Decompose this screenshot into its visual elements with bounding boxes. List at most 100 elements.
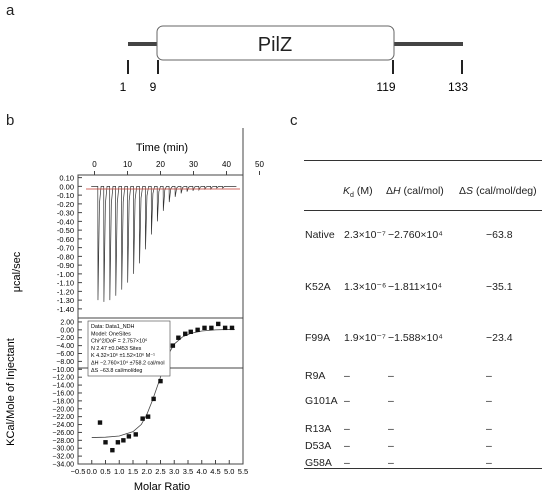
data-point — [202, 325, 207, 331]
raw-heat-tick-label: -0.40 — [57, 217, 74, 226]
data-point — [195, 327, 200, 333]
row-name: R9A — [305, 370, 326, 382]
row-ds: – — [486, 423, 492, 435]
panel-label-b: b — [6, 112, 15, 129]
data-point — [158, 378, 163, 384]
row-ds: −23.4 — [486, 332, 513, 344]
fit-box-line: ΔH −2.760×10⁴ ±758.2 cal/mol — [91, 361, 165, 367]
raw-heat-tick-label: 0.10 — [59, 174, 74, 183]
raw-heat-tick-label: -0.90 — [57, 261, 74, 270]
row-dh: – — [388, 457, 394, 469]
molar-ratio-tick-label: 2.0 — [142, 467, 152, 476]
isotherm-tick-label: 2.00 — [60, 319, 74, 326]
row-dh: – — [388, 423, 394, 435]
molar-ratio-ticks: −0.5 0.0 0.5 1.0 1.5 2.0 2.5 3.0 3.5 4.0 4.5 5.0 5.5 — [71, 460, 248, 476]
raw-heat-tick-label: -0.80 — [57, 252, 74, 261]
data-point — [145, 414, 151, 419]
row-ds: −35.1 — [486, 281, 513, 293]
row-kd: – — [344, 457, 350, 469]
isotherm-tick-label: −32.00 — [52, 454, 74, 461]
raw-heat-tick-label: -1.30 — [57, 296, 74, 305]
molar-ratio-tick-label: 2.5 — [155, 467, 165, 476]
row-ds: – — [486, 440, 492, 452]
isotherm-tick-label: −22.00 — [52, 414, 74, 421]
raw-heat-tick-label: -1.20 — [57, 287, 74, 296]
row-kd: – — [344, 423, 350, 435]
data-point — [110, 447, 115, 453]
isotherm-tick-label: −4.00 — [56, 343, 74, 350]
molar-ratio-tick-label: 0.0 — [87, 467, 97, 476]
row-name: R13A — [305, 423, 332, 435]
data-point — [176, 335, 181, 340]
row-kd: – — [344, 395, 350, 407]
data-point — [140, 416, 145, 421]
row-dh: −1.811×10⁴ — [388, 281, 442, 293]
isotherm-tick-label: −20.00 — [52, 406, 74, 413]
isotherm-tick-label: −18.00 — [52, 398, 74, 405]
time-tick-label: 0 — [92, 160, 97, 169]
row-name: G101A — [305, 395, 338, 407]
molar-ratio-tick-label: 4.0 — [197, 467, 207, 476]
isotherm-tick-label: −12.00 — [52, 375, 74, 382]
data-point — [115, 440, 121, 445]
molar-ratio-tick-label: 5.5 — [238, 467, 248, 476]
row-name: F99A — [305, 332, 331, 344]
molar-ratio-axis-title: Molar Ratio — [134, 481, 190, 493]
data-point — [188, 329, 193, 335]
fit-box-line: ΔS −63.8 cal/mol/deg — [91, 368, 142, 374]
isotherm-tick-label: −28.00 — [52, 438, 74, 445]
row-dh: – — [388, 440, 394, 452]
raw-heat-tick-label: -0.30 — [57, 209, 74, 218]
pilz-domain-label: PilZ — [258, 34, 292, 56]
isotherm-tick-label: −10.00 — [52, 367, 74, 374]
raw-heat-tick-label: -0.50 — [57, 226, 74, 235]
data-point — [216, 321, 221, 327]
itc-figure: Time (min) 0 10 20 30 40 50 0.100.00-0.10-0.2… — [5, 128, 264, 493]
row-name: D53A — [305, 440, 332, 452]
data-point — [170, 343, 176, 348]
time-axis-ticks: 0 10 20 30 40 50 — [92, 160, 264, 175]
row-dh: −1.588×10⁴ — [388, 332, 443, 344]
raw-heat-tick-label: -0.70 — [57, 244, 74, 253]
time-axis-title: Time (min) — [136, 142, 188, 154]
fit-box-line: Chi^2/DoF = 2.757×10⁶ — [91, 339, 147, 345]
data-point — [151, 396, 156, 402]
molar-ratio-tick-label: 3.5 — [183, 467, 193, 476]
row-kd: – — [344, 440, 350, 452]
data-point — [103, 440, 108, 445]
raw-heat-tick-label: -0.20 — [57, 200, 74, 209]
molar-ratio-tick-label: −0.5 — [71, 467, 86, 476]
row-kd: 2.3×10⁻⁷ — [344, 229, 386, 241]
isotherm-tick-label: −26.00 — [52, 430, 74, 437]
data-point — [126, 434, 132, 439]
fit-parameters-box — [87, 320, 171, 377]
data-point — [229, 325, 235, 331]
row-name: G58A — [305, 457, 332, 469]
fit-box-line: N 2.47 ±0.0453 Sites — [91, 346, 142, 352]
header-ds: ΔS (cal/mol/deg) — [459, 185, 537, 197]
molar-ratio-tick-label: 5.0 — [224, 467, 234, 476]
isotherm-tick-label: −14.00 — [52, 383, 74, 390]
isotherm-tick-label: 0.00 — [60, 327, 74, 334]
pilz-domain-box — [156, 25, 395, 61]
data-point — [133, 432, 138, 437]
table-bottom-rule — [304, 468, 542, 469]
row-ds: −63.8 — [486, 229, 513, 241]
raw-heat-y-ticks: 0.100.00-0.10-0.20-0.30-0.40-0.50-0.60-0… — [57, 174, 82, 314]
panel-label-c: c — [290, 112, 298, 129]
time-tick-label: 10 — [123, 160, 132, 169]
data-point — [222, 325, 228, 331]
position-label-133: 133 — [448, 80, 468, 94]
molar-ratio-tick-label: 0.5 — [100, 467, 110, 476]
isotherm-tick-label: −2.00 — [56, 335, 74, 342]
molar-ratio-tick-label: 4.5 — [210, 467, 220, 476]
raw-heat-y-axis-title: μcal/sec — [11, 251, 23, 292]
row-kd: – — [344, 370, 350, 382]
fit-box-line: K 4.32×10⁶ ±1.52×10⁶ M⁻¹ — [91, 353, 155, 359]
position-label-9: 9 — [150, 80, 157, 94]
raw-heat-trace — [91, 186, 237, 302]
raw-heat-tick-label: -1.40 — [57, 305, 74, 314]
domain-map: PilZ 1 9 119 133 — [120, 25, 468, 94]
time-tick-label: 30 — [189, 160, 198, 169]
